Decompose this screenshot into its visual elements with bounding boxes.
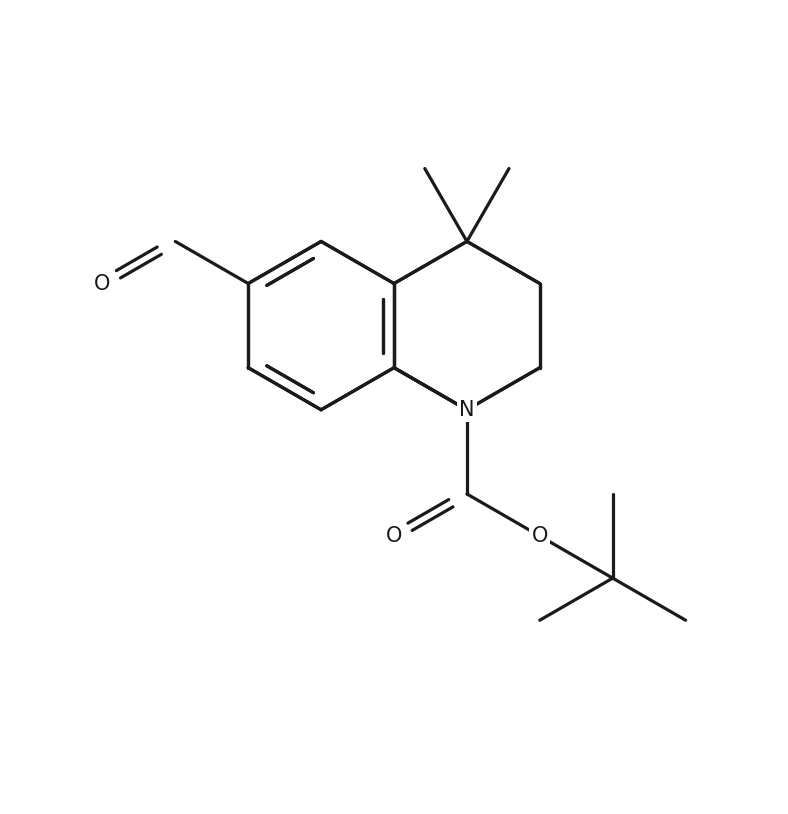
Text: O: O bbox=[532, 526, 548, 546]
Text: O: O bbox=[95, 274, 110, 294]
Text: O: O bbox=[386, 526, 402, 546]
Text: N: N bbox=[459, 400, 474, 420]
